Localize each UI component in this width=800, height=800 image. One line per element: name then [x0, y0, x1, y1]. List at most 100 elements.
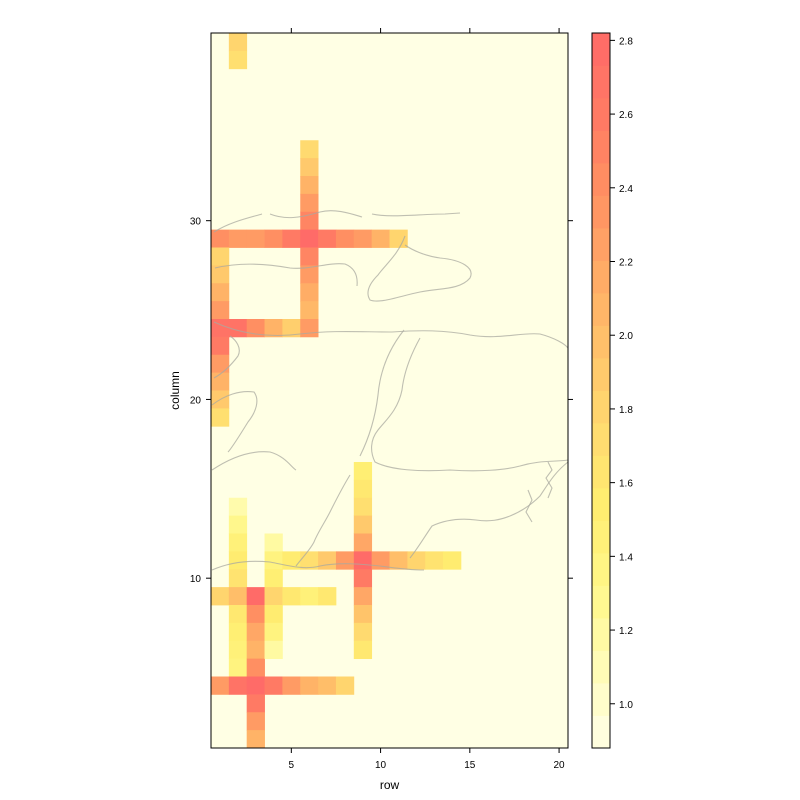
y-tick-label: 20	[190, 395, 202, 406]
axis-ticks: 5 10 15 20 10 20 30	[190, 28, 573, 771]
colorbar-tick-label: 1.2	[619, 626, 633, 637]
heatmap-cell	[282, 587, 301, 606]
heatmap-cell	[264, 676, 283, 695]
colorbar-segment	[592, 585, 610, 619]
colorbar-segment	[592, 715, 610, 749]
heatmap-cell	[353, 515, 373, 534]
heatmap-cell	[282, 676, 301, 695]
heatmap-cell	[300, 247, 319, 266]
heatmap-cell	[264, 551, 283, 570]
heatmap-cell	[211, 283, 230, 302]
heatmap-cell	[300, 676, 319, 695]
heatmap-cell	[300, 319, 319, 338]
heatmap-cell	[211, 301, 230, 320]
heatmap-cell	[389, 551, 408, 570]
heatmap-cell	[246, 319, 265, 338]
heatmap-cell	[246, 622, 265, 642]
colorbar-tick-label: 1.0	[619, 700, 633, 711]
colorbar-segment	[592, 488, 610, 521]
plot-frame	[210, 32, 569, 749]
heatmap-cell	[246, 676, 265, 695]
heatmap-cell	[246, 694, 265, 713]
heatmap-cell	[228, 497, 248, 517]
heatmap-cell	[371, 229, 390, 248]
colorbar-segment	[592, 130, 610, 164]
colorbar-tick-label: 1.8	[619, 405, 633, 416]
heatmap-cell	[211, 676, 230, 695]
heatmap-cell	[353, 640, 373, 660]
colorbar-segment	[592, 683, 610, 716]
heatmap-cell	[246, 712, 265, 731]
heatmap-cell	[353, 497, 373, 517]
heatmap-cell	[264, 622, 283, 642]
heatmap-cell	[228, 50, 248, 70]
colorbar-segment	[592, 260, 610, 294]
heatmap-cell	[246, 640, 265, 660]
colorbar: 1.0 1.2 1.4 1.6 1.8 2.0 2.2 2.4 2.6 2.8	[591, 32, 633, 749]
x-tick-label: 5	[289, 760, 295, 771]
heatmap-cell	[264, 319, 283, 338]
map-overlay	[211, 210, 569, 571]
heatmap-cell	[300, 176, 319, 195]
heatmap-cell	[211, 229, 230, 248]
heatmap-cell	[407, 551, 426, 570]
colorbar-segment	[592, 618, 610, 651]
heatmap-cell	[264, 587, 283, 606]
heatmap-cell	[246, 587, 265, 606]
heatmap-cell	[300, 193, 319, 213]
heatmap-cell	[318, 676, 337, 695]
heatmap-cell	[211, 265, 230, 284]
heatmap-cell	[318, 587, 337, 606]
heatmap-cell	[353, 229, 373, 248]
heatmap-cell	[211, 319, 230, 338]
heatmap-cell	[211, 587, 230, 606]
heatmap-cell	[228, 587, 248, 606]
heatmap-cell	[443, 551, 462, 570]
colorbar-segment	[592, 325, 610, 359]
colorbar-tick-label: 2.0	[619, 331, 633, 342]
heatmap-cell	[228, 605, 248, 624]
heatmap-cell	[228, 676, 248, 695]
heatmap-cell	[228, 569, 248, 588]
x-tick-label: 20	[554, 760, 566, 771]
colorbar-segment	[592, 520, 610, 554]
heatmap-cell	[228, 533, 248, 552]
heatmap-cell	[228, 229, 248, 248]
x-tick-label: 10	[375, 760, 387, 771]
colorbar-tick-label: 2.4	[619, 184, 633, 195]
heatmap-cell	[228, 640, 248, 660]
colorbar-segment	[592, 455, 610, 489]
colorbar-tick-label: 2.6	[619, 110, 633, 121]
heatmap-cell	[228, 551, 248, 570]
colorbar-segment	[592, 650, 610, 684]
heatmap-cell	[335, 551, 355, 570]
colorbar-segment	[592, 358, 610, 391]
colorbar-tick-label: 1.6	[619, 479, 633, 490]
heatmap-cell	[353, 622, 373, 642]
colorbar-tick-label: 2.8	[619, 36, 633, 47]
heatmap-cell	[353, 587, 373, 606]
x-axis-label: row	[380, 778, 400, 792]
heatmap-cell	[264, 569, 283, 588]
heatmap-cell	[300, 265, 319, 284]
heatmap-cell	[425, 551, 444, 570]
heatmap-cells	[211, 33, 462, 749]
heatmap-cell	[300, 158, 319, 177]
heatmap-cell	[300, 283, 319, 302]
x-tick-label: 15	[464, 760, 476, 771]
heatmap-cell	[228, 658, 248, 677]
heatmap-cell	[300, 229, 319, 248]
heatmap-cell	[246, 730, 265, 749]
heatmap-cell	[318, 229, 337, 248]
heatmap-cell	[264, 533, 283, 552]
heatmap-cell	[228, 33, 248, 52]
heatmap-cell	[246, 605, 265, 624]
colorbar-tick-label: 1.4	[619, 552, 633, 563]
colorbar-tick-label: 2.2	[619, 258, 633, 269]
heatmap-cell	[353, 569, 373, 588]
heatmap-cell	[228, 319, 248, 338]
heatmap-cell	[353, 479, 373, 499]
heatmap-cell	[246, 229, 265, 248]
heatmap-cell	[246, 658, 265, 677]
